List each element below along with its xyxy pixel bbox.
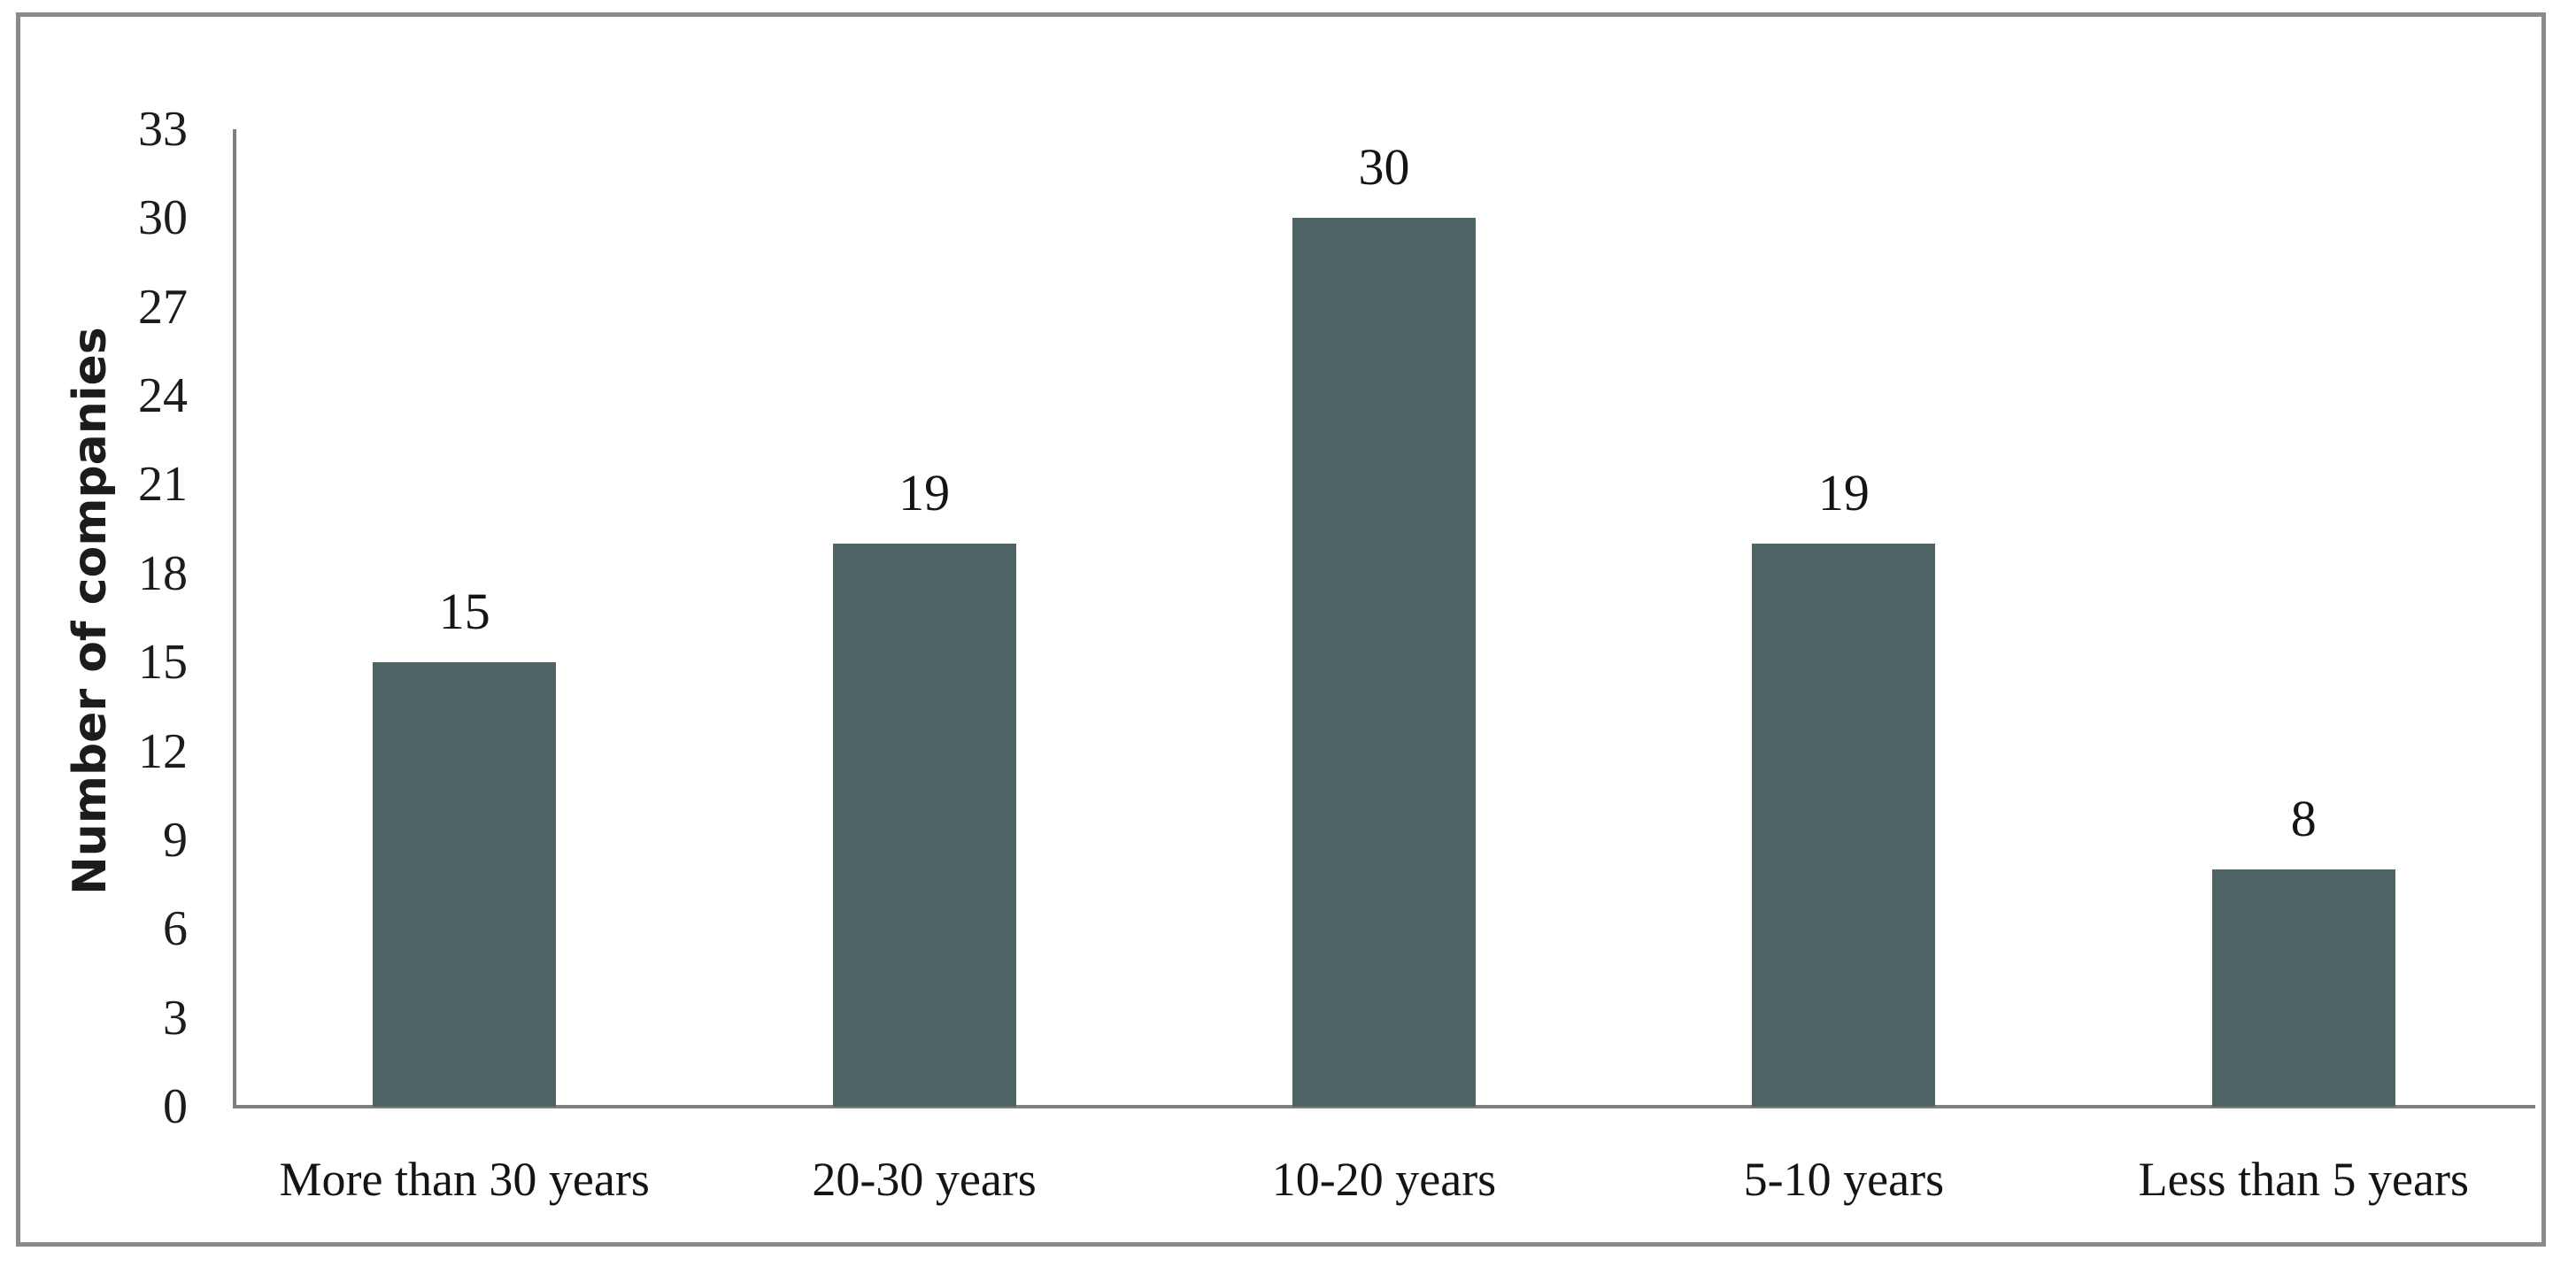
y-tick-label: 27 bbox=[138, 279, 188, 335]
bar-value-label: 30 bbox=[1358, 138, 1410, 197]
y-axis-line bbox=[233, 129, 236, 1107]
y-tick-label: 33 bbox=[138, 102, 188, 157]
x-category-label: 10-20 years bbox=[1271, 1153, 1497, 1206]
bar-value-label: 15 bbox=[438, 583, 490, 641]
y-tick-label: 18 bbox=[138, 545, 188, 601]
bar-value-label: 8 bbox=[2290, 790, 2317, 848]
y-tick-label: 12 bbox=[138, 723, 188, 779]
x-category-label: 5-10 years bbox=[1743, 1153, 1945, 1206]
bar-value-label: 19 bbox=[1817, 464, 1870, 522]
x-category-label: Less than 5 years bbox=[2138, 1153, 2469, 1206]
y-tick-label: 0 bbox=[163, 1079, 188, 1134]
bar-value-label: 19 bbox=[899, 464, 951, 522]
bar bbox=[2211, 869, 2395, 1107]
chart-frame bbox=[16, 12, 2546, 1247]
y-tick-label: 15 bbox=[138, 635, 188, 691]
y-tick-label: 21 bbox=[138, 457, 188, 513]
y-tick-label: 24 bbox=[138, 368, 188, 424]
y-tick-label: 6 bbox=[163, 901, 188, 957]
x-axis-line bbox=[233, 1105, 2535, 1108]
y-tick-label: 30 bbox=[138, 190, 188, 246]
bar bbox=[1752, 544, 1936, 1107]
y-tick-label: 9 bbox=[163, 812, 188, 868]
bar bbox=[1292, 218, 1476, 1107]
bar bbox=[373, 662, 557, 1107]
y-tick-label: 3 bbox=[163, 990, 188, 1046]
x-category-label: More than 30 years bbox=[279, 1153, 650, 1206]
x-category-label: 20-30 years bbox=[812, 1153, 1037, 1206]
bar bbox=[832, 544, 1016, 1107]
